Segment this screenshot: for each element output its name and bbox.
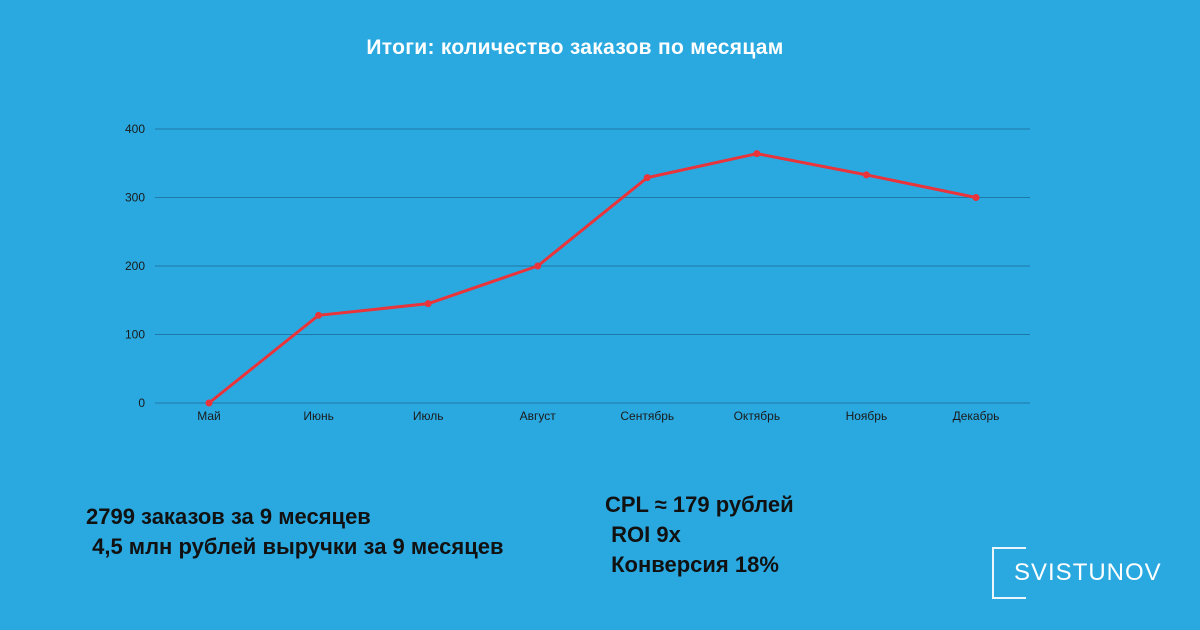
- x-tick-label: Сентябрь: [620, 409, 674, 423]
- stats-cpl: CPL ≈ 179 рублей: [605, 492, 794, 517]
- x-tick-label: Июнь: [303, 409, 334, 423]
- x-axis-ticks: Май Июнь Июль Август Сентябрь Октябрь Ноябрь Де…: [197, 409, 999, 423]
- data-point: [205, 399, 213, 407]
- stats-conversion: Конверсия 18%: [605, 552, 779, 577]
- logo-bracket-icon: [992, 547, 1026, 599]
- chart-title: Итоги: количество заказов по месяцам: [366, 36, 784, 59]
- stats-orders: 2799 заказов за 9 месяцев: [86, 504, 371, 529]
- x-tick-label: Ноябрь: [846, 409, 888, 423]
- stats-right: CPL ≈ 179 рублей ROI 9x Конверсия 18%: [605, 490, 794, 580]
- y-tick-label: 300: [125, 191, 145, 205]
- x-tick-label: Август: [520, 409, 557, 423]
- data-point: [972, 194, 980, 201]
- data-point: [862, 171, 870, 179]
- brand-logo: SVISTUNOV: [992, 547, 1161, 599]
- logo-text: SVISTUNOV: [1014, 559, 1162, 586]
- y-tick-label: 0: [138, 396, 145, 410]
- y-tick-label: 400: [125, 122, 145, 136]
- y-tick-label: 100: [125, 328, 145, 342]
- data-point: [534, 262, 542, 270]
- stats-revenue: 4,5 млн рублей выручки за 9 месяцев: [86, 534, 504, 559]
- grid-lines: [155, 128, 1030, 404]
- data-point: [424, 300, 432, 308]
- x-tick-label: Май: [197, 409, 221, 423]
- line-chart: 0 100 200 300 400 Май Июнь Июль Август Сентябрь О…: [125, 122, 1030, 423]
- x-tick-label: Октябрь: [734, 409, 781, 423]
- x-tick-label: Июль: [413, 409, 444, 423]
- series-line: [207, 152, 978, 405]
- data-point: [315, 311, 323, 319]
- y-axis-ticks: 0 100 200 300 400: [125, 122, 145, 410]
- data-point: [643, 174, 651, 182]
- y-tick-label: 200: [125, 259, 145, 273]
- data-point: [753, 150, 761, 158]
- x-tick-label: Декабрь: [953, 409, 1000, 423]
- stats-roi: ROI 9x: [605, 522, 681, 547]
- stats-left: 2799 заказов за 9 месяцев 4,5 млн рублей…: [86, 502, 503, 562]
- series-orders: [205, 150, 980, 407]
